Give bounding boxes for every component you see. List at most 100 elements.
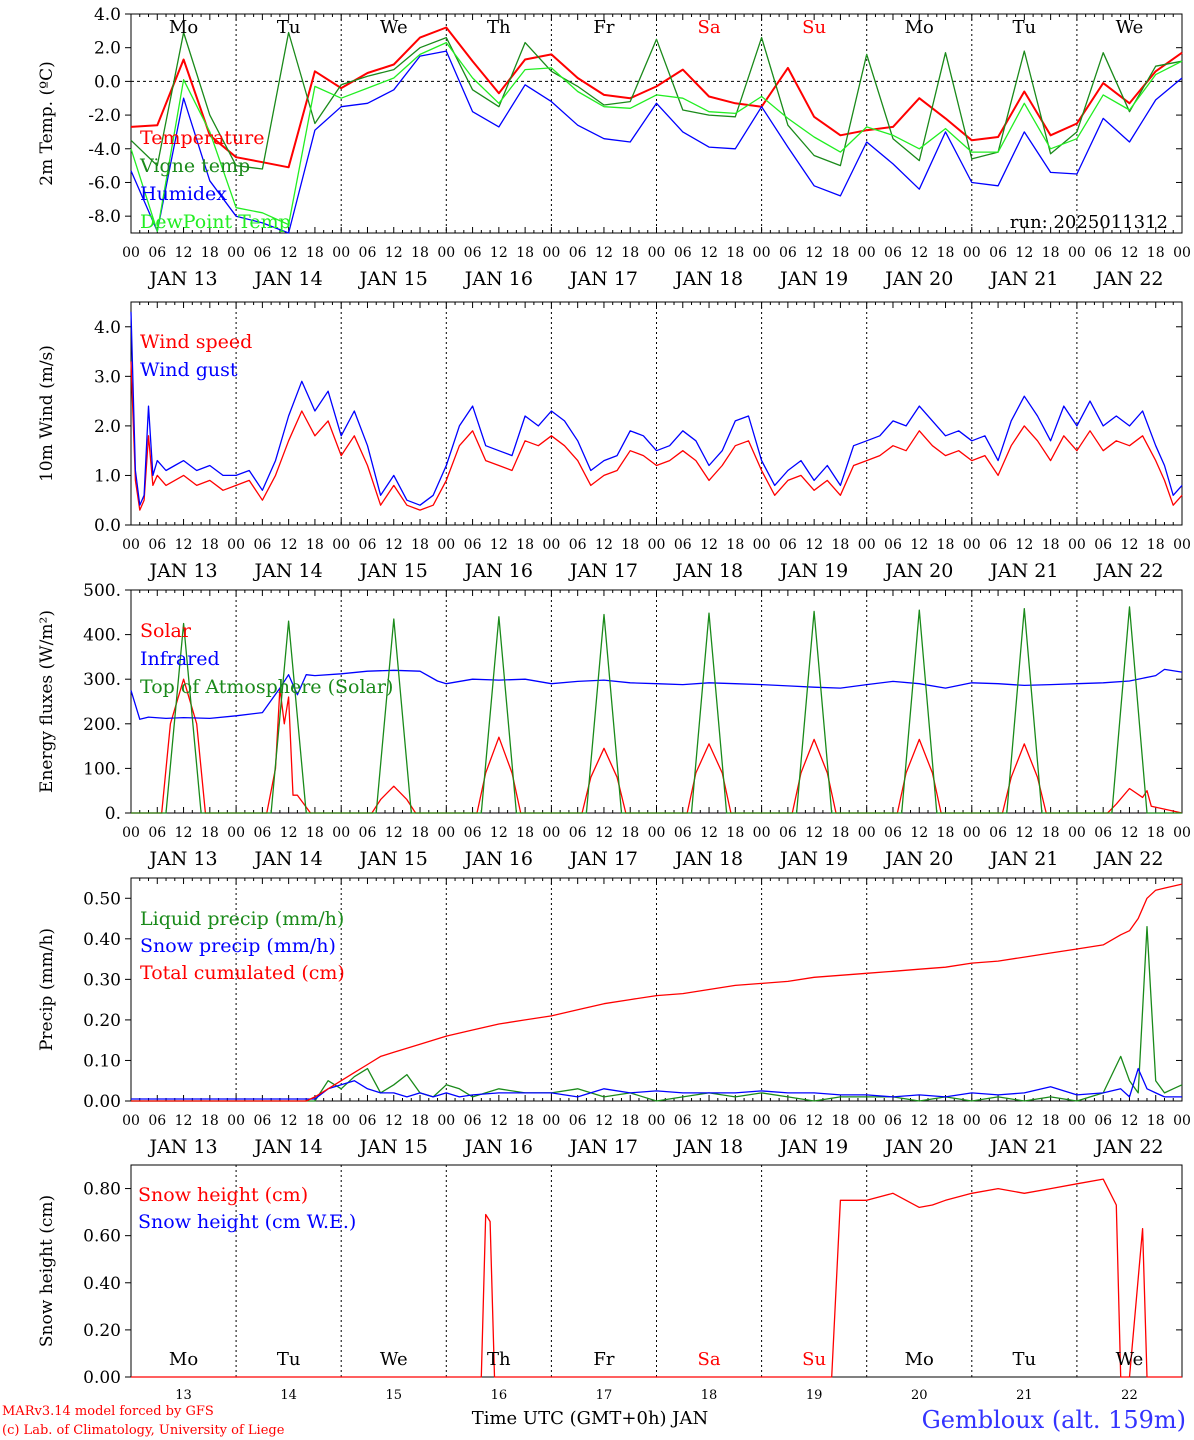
x-tick-label: 18 <box>201 245 219 261</box>
x-tick-label: 00 <box>542 1113 560 1129</box>
y-tick-label: 100. <box>83 759 121 779</box>
x-tick-label: 12 <box>490 537 508 553</box>
x-tick-label: 18 <box>1147 825 1165 841</box>
day-label: JAN 19 <box>778 848 848 870</box>
weekday-label: Tu <box>277 17 301 38</box>
x-tick-label: 00 <box>963 245 981 261</box>
x-tick-label: 06 <box>569 825 587 841</box>
y-tick-label: 0.40 <box>83 1274 121 1294</box>
series-line <box>130 41 1183 232</box>
x-tick-label: 00 <box>122 825 140 841</box>
x-tick-label: 12 <box>490 825 508 841</box>
x-tick-label: 00 <box>332 245 350 261</box>
x-tick-label: 00 <box>122 537 140 553</box>
y-axis-label: Precip (mm/h) <box>37 928 57 1051</box>
weekday-label: Sa <box>698 17 721 38</box>
x-tick-label: 12 <box>1015 537 1033 553</box>
y-tick-label: 0.10 <box>83 1051 121 1071</box>
y-tick-label: -4.0 <box>88 140 121 160</box>
day-label: JAN 15 <box>358 848 428 870</box>
day-number-label: 21 <box>1016 1388 1033 1403</box>
x-tick-label: 06 <box>674 1113 692 1129</box>
legend-entry: Snow height (cm) <box>138 1184 308 1206</box>
day-label: JAN 14 <box>253 560 323 582</box>
x-tick-label: 06 <box>674 825 692 841</box>
x-tick-label: 18 <box>726 1113 744 1129</box>
x-tick-label: 12 <box>175 245 193 261</box>
day-label: JAN 14 <box>253 1136 323 1158</box>
x-tick-label: 06 <box>674 245 692 261</box>
y-tick-label: 300. <box>83 670 121 690</box>
day-number-label: 22 <box>1121 1388 1138 1403</box>
x-tick-label: 00 <box>1068 245 1086 261</box>
y-tick-label: 0.50 <box>83 889 121 909</box>
day-number-label: 17 <box>596 1388 613 1403</box>
day-label: JAN 17 <box>568 560 638 582</box>
x-tick-label: 06 <box>884 245 902 261</box>
y-tick-label: 0.20 <box>83 1321 121 1341</box>
x-tick-label: 12 <box>700 537 718 553</box>
x-tick-label: 06 <box>674 537 692 553</box>
x-tick-label: 06 <box>359 537 377 553</box>
x-tick-label: 06 <box>779 245 797 261</box>
x-tick-label: 12 <box>595 537 613 553</box>
x-tick-label: 18 <box>1042 245 1060 261</box>
x-tick-label: 18 <box>937 245 955 261</box>
y-tick-label: 200. <box>83 715 121 735</box>
x-tick-label: 18 <box>516 537 534 553</box>
x-tick-label: 12 <box>1121 1113 1139 1129</box>
weekday-label: Mo <box>905 1349 934 1370</box>
x-tick-label: 00 <box>648 537 666 553</box>
weekday-label: We <box>380 1349 408 1370</box>
x-tick-label: 12 <box>385 245 403 261</box>
x-tick-label: 18 <box>937 1113 955 1129</box>
series-line <box>130 668 1183 720</box>
x-tick-label: 00 <box>122 245 140 261</box>
day-number-label: 20 <box>911 1388 928 1403</box>
day-label: JAN 18 <box>673 1136 743 1158</box>
x-tick-label: 12 <box>385 825 403 841</box>
weekday-label: Fr <box>593 1349 614 1370</box>
weekday-label: Mo <box>905 17 934 38</box>
x-tick-label: 00 <box>1173 537 1191 553</box>
x-tick-label: 06 <box>464 1113 482 1129</box>
day-label: JAN 21 <box>988 848 1058 870</box>
run-label: run: 2025011312 <box>1010 212 1168 233</box>
x-tick-label: 00 <box>437 537 455 553</box>
x-tick-label: 00 <box>1173 825 1191 841</box>
x-tick-label: 12 <box>280 825 298 841</box>
day-label: JAN 19 <box>778 560 848 582</box>
day-number-label: 14 <box>280 1388 297 1403</box>
x-tick-label: 06 <box>1094 825 1112 841</box>
legend-entry: Humidex <box>140 183 227 205</box>
x-tick-label: 06 <box>464 825 482 841</box>
day-label: JAN 14 <box>253 848 323 870</box>
x-tick-label: 12 <box>175 1113 193 1129</box>
day-number-label: 15 <box>385 1388 402 1403</box>
x-tick-label: 06 <box>779 1113 797 1129</box>
x-tick-label: 06 <box>464 537 482 553</box>
x-tick-label: 18 <box>1042 537 1060 553</box>
day-label: JAN 13 <box>147 1136 217 1158</box>
y-tick-label: 0.30 <box>83 970 121 990</box>
legend-entry: Solar <box>140 620 192 642</box>
y-tick-label: 0.00 <box>83 1368 121 1388</box>
day-label: JAN 21 <box>988 268 1058 290</box>
x-tick-label: 06 <box>989 1113 1007 1129</box>
x-tick-label: 18 <box>516 825 534 841</box>
day-label: JAN 21 <box>988 560 1058 582</box>
day-label: JAN 15 <box>358 268 428 290</box>
x-tick-label: 12 <box>910 537 928 553</box>
y-axis-label: 10m Wind (m/s) <box>37 345 57 482</box>
day-label: JAN 16 <box>463 848 533 870</box>
y-tick-label: 0.00 <box>83 1092 121 1112</box>
x-tick-label: 18 <box>832 825 850 841</box>
x-tick-label: 06 <box>253 825 271 841</box>
x-tick-label: 06 <box>253 245 271 261</box>
x-tick-label: 12 <box>910 1113 928 1129</box>
series-line <box>131 1178 1182 1378</box>
day-label: JAN 17 <box>568 1136 638 1158</box>
legend-entry: Wind gust <box>140 359 238 381</box>
day-label: JAN 17 <box>568 268 638 290</box>
x-tick-label: 00 <box>858 537 876 553</box>
